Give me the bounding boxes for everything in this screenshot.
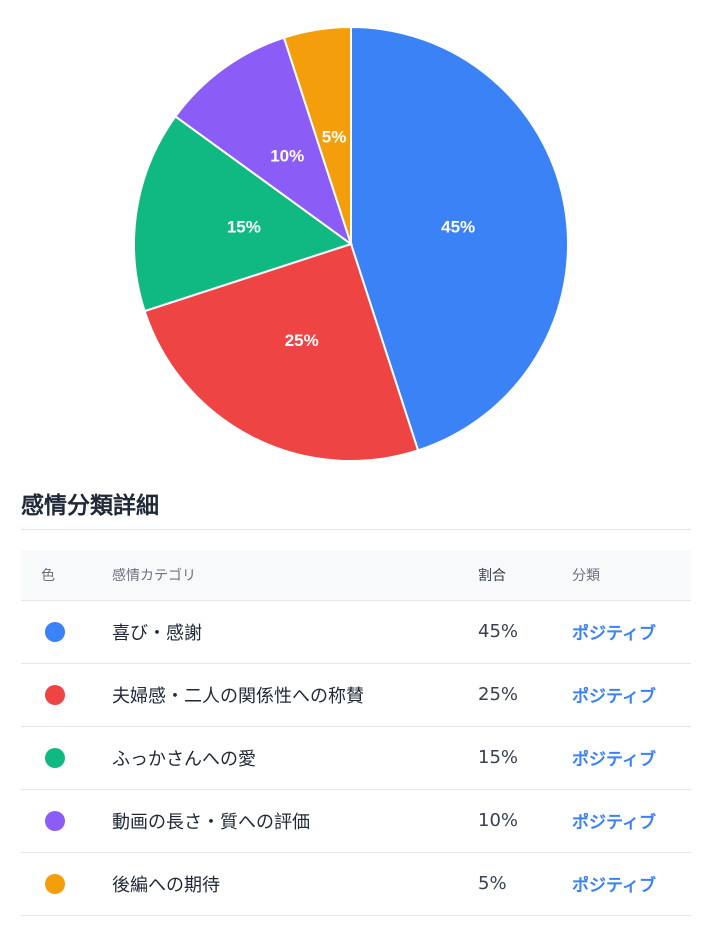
pie-slice	[282, 25, 352, 245]
header-ratio: 割合	[477, 550, 571, 601]
color-cell	[21, 600, 111, 664]
category-cell: 動画の長さ・質への評価	[111, 789, 477, 853]
slice-label: 25%	[285, 331, 319, 350]
pie-slice	[143, 242, 420, 462]
ratio-cell: 15%	[477, 726, 571, 790]
pie-slice	[174, 36, 353, 247]
table-header: 色 感情カテゴリ 割合 分類	[21, 550, 691, 601]
category-cell: ふっかさんへの愛	[111, 726, 477, 790]
ratio-cell: 5%	[477, 852, 571, 916]
header-category: 感情カテゴリ	[111, 550, 477, 601]
category-cell: 喜び・感謝	[111, 600, 477, 664]
slice-label: 10%	[270, 147, 304, 166]
table-row: 動画の長さ・質への評価 10% ポジティブ	[21, 789, 691, 853]
ratio-cell: 45%	[477, 600, 571, 664]
pie-slice	[350, 25, 569, 452]
color-dot-icon	[45, 622, 65, 642]
header-classification: 分類	[571, 550, 691, 601]
section-title: 感情分類詳細	[21, 493, 159, 519]
color-dot-icon	[45, 874, 65, 894]
ratio-cell: 25%	[477, 663, 571, 727]
category-cell: 後編への期待	[111, 852, 477, 916]
table-row: 後編への期待 5% ポジティブ	[21, 852, 691, 916]
table-row: 夫婦感・二人の関係性への称賛 25% ポジティブ	[21, 663, 691, 727]
color-cell	[21, 726, 111, 790]
classification-cell: ポジティブ	[571, 852, 691, 916]
slice-label: 5%	[322, 127, 347, 146]
color-cell	[21, 789, 111, 853]
table-row: ふっかさんへの愛 15% ポジティブ	[21, 726, 691, 790]
color-dot-icon	[45, 811, 65, 831]
classification-cell: ポジティブ	[571, 789, 691, 853]
header-color: 色	[21, 550, 111, 601]
slice-label: 15%	[227, 218, 261, 237]
color-cell	[21, 852, 111, 916]
color-dot-icon	[45, 685, 65, 705]
divider	[21, 529, 691, 530]
slice-label: 45%	[441, 218, 475, 237]
color-cell	[21, 663, 111, 727]
classification-cell: ポジティブ	[571, 663, 691, 727]
category-cell: 夫婦感・二人の関係性への称賛	[111, 663, 477, 727]
table-row: 喜び・感謝 45% ポジティブ	[21, 600, 691, 664]
emotion-table: 色 感情カテゴリ 割合 分類 喜び・感謝 45% ポジティブ 夫婦感・二人の関係…	[21, 550, 691, 916]
classification-cell: ポジティブ	[571, 600, 691, 664]
ratio-cell: 10%	[477, 789, 571, 853]
pie-slice	[133, 115, 354, 313]
classification-cell: ポジティブ	[571, 726, 691, 790]
color-dot-icon	[45, 748, 65, 768]
pie-chart: 45% 25% 15% 10% 5%	[133, 25, 569, 462]
